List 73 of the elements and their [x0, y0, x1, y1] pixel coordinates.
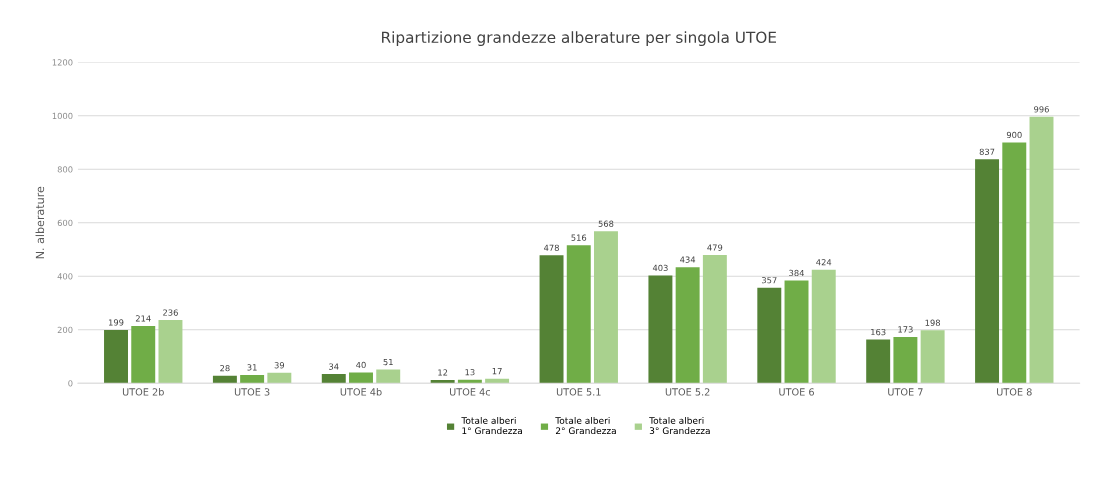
data-label: 357	[761, 277, 777, 284]
bar	[975, 159, 1000, 384]
y-tick-label: 800	[57, 166, 73, 173]
data-label: 51	[383, 358, 393, 366]
data-label: 40	[356, 361, 366, 369]
bar	[376, 369, 401, 384]
x-tick-label: UTOE 6	[779, 388, 814, 396]
x-tick-label: UTOE 4b	[340, 388, 382, 396]
bar	[131, 325, 156, 384]
data-label: 34	[329, 363, 339, 370]
bar	[566, 245, 591, 384]
bar	[702, 255, 727, 384]
data-label: 996	[1034, 106, 1049, 113]
bar	[539, 255, 564, 384]
data-label: 31	[247, 364, 257, 371]
bar	[104, 329, 128, 384]
legend-label: Totale alberi 3° Grandezza	[649, 417, 710, 435]
data-label: 434	[680, 256, 696, 263]
bar	[866, 339, 891, 384]
data-label: 173	[898, 326, 913, 333]
data-label: 837	[979, 148, 995, 155]
x-tick-label: UTOE 4c	[449, 388, 491, 396]
bar	[1029, 116, 1054, 384]
bar	[594, 231, 618, 384]
y-tick-label: 0	[68, 380, 73, 387]
chart-title: Ripartizione grandezze alberature per singola UTOE	[382, 31, 776, 46]
y-tick-label: 1200	[52, 59, 73, 66]
bar	[267, 372, 292, 384]
bar	[811, 269, 836, 384]
bar	[920, 330, 945, 384]
data-label: 403	[652, 264, 668, 272]
bar	[757, 287, 782, 384]
y-tick-label: 200	[57, 326, 73, 333]
x-tick-label: UTOE 5.2	[665, 388, 710, 396]
legend-label: Totale alberi 2° Grandezza	[555, 417, 616, 435]
data-label: 424	[816, 259, 832, 266]
legend-label: Totale alberi 1° Grandezza	[461, 417, 522, 435]
data-label: 236	[163, 309, 178, 316]
bar	[430, 379, 455, 384]
data-label: 163	[871, 328, 886, 336]
bar	[1002, 142, 1027, 384]
data-label: 478	[543, 244, 559, 251]
bar	[893, 336, 918, 384]
data-label: 12	[438, 369, 448, 376]
y-tick-label: 400	[57, 273, 73, 280]
x-tick-label: UTOE 2b	[122, 388, 164, 396]
data-label: 568	[598, 220, 614, 227]
data-label: 39	[274, 362, 285, 369]
x-tick-label: UTOE 8	[997, 388, 1032, 396]
bar	[675, 267, 700, 384]
x-tick-label: UTOE 3	[234, 388, 270, 396]
bar	[240, 374, 265, 384]
data-label: 516	[571, 234, 587, 241]
bar	[321, 374, 346, 384]
data-label: 17	[492, 368, 502, 375]
y-tick-label: 1000	[52, 112, 73, 120]
data-label: 199	[108, 319, 124, 326]
data-label: 900	[1006, 131, 1022, 139]
data-label: 198	[925, 319, 940, 326]
data-label: 13	[465, 369, 475, 376]
x-tick-label: UTOE 7	[888, 388, 923, 396]
y-axis-title: N. alberature	[35, 186, 45, 259]
data-label: 479	[707, 244, 723, 251]
data-label: 384	[789, 269, 805, 277]
bar	[158, 320, 183, 384]
bar	[784, 280, 809, 384]
data-label: 28	[220, 365, 230, 372]
bar	[648, 275, 673, 384]
bar	[212, 375, 237, 384]
bar	[349, 372, 373, 384]
data-label: 214	[135, 315, 151, 322]
y-tick-label: 600	[57, 219, 73, 227]
x-tick-label: UTOE 5.1	[556, 388, 601, 396]
